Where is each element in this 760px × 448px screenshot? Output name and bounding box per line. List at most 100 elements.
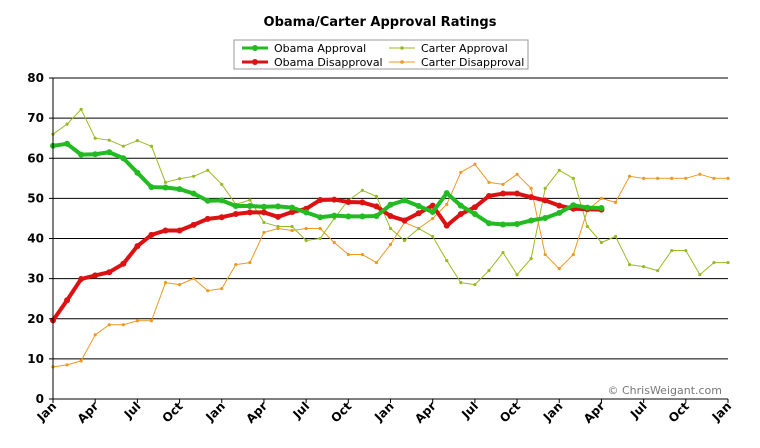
- data-point-carter-disapproval: [93, 333, 97, 337]
- data-point-obama-approval: [387, 201, 394, 208]
- data-point-obama-disapproval: [556, 202, 563, 209]
- chart-title: Obama/Carter Approval Ratings: [264, 15, 497, 30]
- data-point-obama-approval: [471, 211, 478, 218]
- data-point-obama-approval: [542, 215, 549, 222]
- data-point-carter-disapproval: [459, 170, 463, 174]
- data-point-obama-disapproval: [289, 209, 296, 216]
- data-point-obama-approval: [260, 203, 267, 210]
- data-point-obama-approval: [528, 217, 535, 224]
- data-point-carter-approval: [248, 198, 252, 202]
- data-point-carter-approval: [304, 238, 308, 243]
- data-point-carter-disapproval: [206, 289, 210, 293]
- data-point-carter-approval: [656, 269, 660, 273]
- data-point-carter-approval: [388, 226, 393, 231]
- data-point-obama-disapproval: [162, 227, 169, 234]
- data-point-obama-disapproval: [106, 269, 113, 276]
- data-point-obama-disapproval: [387, 213, 394, 220]
- data-point-carter-approval: [417, 226, 421, 231]
- data-point-carter-disapproval: [613, 200, 618, 204]
- data-point-carter-disapproval: [473, 162, 477, 166]
- data-point-carter-disapproval: [360, 252, 364, 257]
- data-point-carter-approval: [543, 186, 547, 190]
- data-point-obama-approval: [289, 204, 296, 211]
- grid: [53, 77, 728, 399]
- data-point-carter-approval: [431, 234, 435, 239]
- data-point-carter-approval: [149, 144, 154, 148]
- data-point-obama-disapproval: [317, 196, 324, 203]
- data-point-obama-approval: [401, 197, 408, 204]
- data-point-carter-approval: [571, 176, 575, 180]
- data-point-obama-disapproval: [471, 204, 478, 211]
- data-point-obama-approval: [556, 209, 563, 216]
- data-point-obama-disapproval: [457, 211, 464, 218]
- legend-marker-carter-disapproval: [400, 60, 404, 64]
- data-point-carter-approval: [670, 248, 674, 253]
- data-point-obama-disapproval: [514, 190, 521, 197]
- data-point-obama-disapproval: [120, 260, 127, 267]
- data-point-carter-approval: [65, 122, 69, 126]
- data-point-obama-disapproval: [401, 217, 408, 224]
- data-point-carter-disapproval: [656, 176, 660, 180]
- legend-marker-obama-approval: [252, 45, 258, 51]
- data-point-obama-disapproval: [134, 243, 141, 250]
- data-point-obama-approval: [106, 149, 113, 156]
- series-layer: [50, 107, 730, 369]
- data-point-carter-disapproval: [557, 266, 561, 271]
- data-point-obama-disapproval: [176, 227, 183, 234]
- legend-label-carter-approval: Carter Approval: [421, 42, 508, 55]
- data-point-obama-approval: [78, 151, 85, 158]
- data-point-obama-approval: [303, 209, 310, 216]
- data-point-carter-disapproval: [332, 240, 336, 245]
- data-point-obama-approval: [162, 184, 169, 191]
- data-point-carter-disapproval: [262, 230, 266, 235]
- data-point-obama-approval: [345, 213, 352, 220]
- watermark: © ChrisWeigant.com: [607, 384, 722, 397]
- y-tick-label: 30: [27, 272, 44, 286]
- y-tick-label: 60: [27, 151, 44, 165]
- legend-marker-obama-disapproval: [252, 59, 258, 65]
- data-point-carter-disapproval: [388, 242, 393, 247]
- data-point-carter-approval: [487, 269, 491, 273]
- data-point-obama-approval: [275, 203, 281, 210]
- data-point-carter-approval: [642, 264, 646, 269]
- data-point-obama-disapproval: [500, 190, 506, 197]
- y-tick-label: 80: [27, 71, 44, 85]
- data-point-carter-disapproval: [571, 252, 575, 257]
- data-point-obama-disapproval: [246, 209, 253, 216]
- data-point-carter-disapproval: [248, 260, 252, 265]
- data-point-carter-disapproval: [121, 323, 125, 327]
- y-tick-label: 50: [27, 191, 44, 205]
- data-point-obama-disapproval: [148, 231, 155, 238]
- data-point-carter-approval: [712, 260, 716, 265]
- data-point-carter-approval: [107, 138, 111, 142]
- data-point-obama-approval: [204, 197, 211, 204]
- data-point-obama-disapproval: [542, 197, 549, 204]
- data-point-carter-disapproval: [487, 180, 491, 184]
- data-point-obama-approval: [415, 202, 422, 209]
- data-point-carter-approval: [684, 248, 688, 253]
- data-point-obama-disapproval: [415, 210, 422, 217]
- data-point-obama-approval: [64, 140, 71, 147]
- data-point-carter-approval: [206, 168, 210, 172]
- data-point-carter-approval: [501, 250, 505, 255]
- data-point-carter-approval: [121, 144, 125, 148]
- data-point-obama-disapproval: [64, 297, 71, 304]
- data-point-obama-approval: [584, 204, 591, 211]
- data-point-carter-approval: [459, 281, 463, 285]
- data-point-obama-approval: [514, 221, 521, 228]
- data-point-obama-approval: [443, 190, 450, 197]
- data-point-carter-approval: [79, 107, 83, 111]
- data-point-carter-disapproval: [445, 202, 449, 206]
- data-point-carter-approval: [220, 182, 224, 186]
- data-point-carter-disapproval: [670, 176, 674, 180]
- data-point-obama-disapproval: [359, 199, 366, 206]
- legend-label-obama-approval: Obama Approval: [274, 42, 366, 55]
- legend-label-carter-disapproval: Carter Disapproval: [421, 56, 524, 69]
- data-point-carter-approval: [360, 188, 364, 192]
- y-tick-label: 40: [27, 232, 44, 246]
- data-point-carter-approval: [163, 180, 168, 184]
- legend-box: [233, 39, 529, 70]
- y-tick-label: 20: [27, 312, 44, 326]
- data-point-obama-approval: [317, 214, 324, 221]
